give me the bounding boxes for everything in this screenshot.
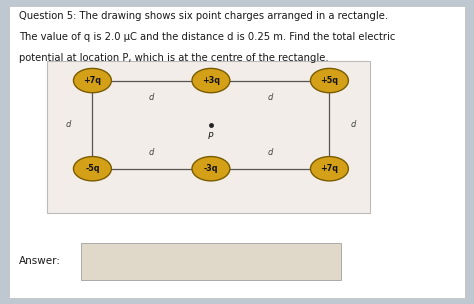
Text: +7q: +7q — [320, 164, 338, 173]
FancyBboxPatch shape — [9, 6, 465, 298]
Text: +5q: +5q — [320, 76, 338, 85]
Text: Question 5: The drawing shows six point charges arranged in a rectangle.: Question 5: The drawing shows six point … — [19, 11, 388, 21]
Circle shape — [192, 68, 230, 93]
FancyBboxPatch shape — [47, 61, 370, 213]
Text: +7q: +7q — [83, 76, 101, 85]
Text: The value of q is 2.0 μC and the distance d is 0.25 m. Find the total electric: The value of q is 2.0 μC and the distanc… — [19, 32, 395, 42]
Text: -3q: -3q — [204, 164, 218, 173]
Text: -5q: -5q — [85, 164, 100, 173]
FancyBboxPatch shape — [81, 243, 341, 280]
Text: d: d — [66, 120, 71, 129]
Text: +3q: +3q — [202, 76, 220, 85]
Text: d: d — [149, 147, 155, 157]
Text: d: d — [149, 93, 155, 102]
Circle shape — [310, 68, 348, 93]
Text: potential at location P, which is at the centre of the rectangle.: potential at location P, which is at the… — [19, 53, 328, 63]
Circle shape — [192, 157, 230, 181]
Circle shape — [73, 68, 111, 93]
Circle shape — [310, 157, 348, 181]
Circle shape — [73, 157, 111, 181]
Text: d: d — [351, 120, 356, 129]
Text: P: P — [208, 132, 214, 141]
Text: Answer:: Answer: — [19, 257, 61, 266]
Text: d: d — [267, 93, 273, 102]
Text: d: d — [267, 147, 273, 157]
